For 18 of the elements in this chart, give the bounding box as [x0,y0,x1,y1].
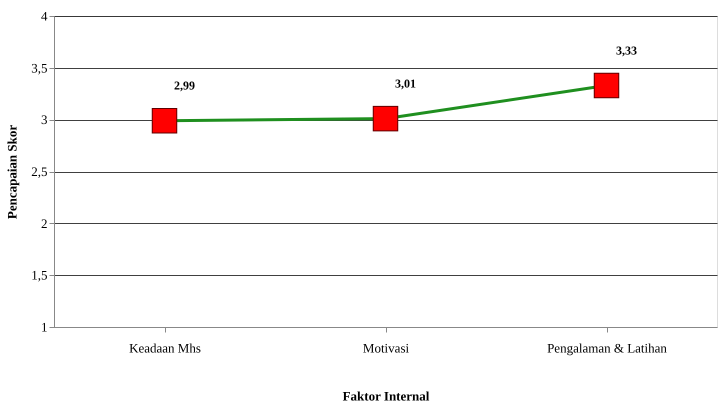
y-tick-label: 4 [41,8,48,24]
y-tick-label: 3,5 [31,60,48,76]
x-tick-label: Motivasi [362,340,410,356]
y-tick-label: 1 [41,320,48,334]
x-axis-title: Faktor Internal [342,388,430,404]
text: 2,99 [174,78,195,93]
x-tick-label: Keadaan Mhs [129,340,201,356]
y-axis-title: Pencapaian Skor [4,124,20,220]
text: 3,01 [395,76,416,91]
text: 3,33 [616,43,637,58]
y-tick-label: 2,5 [31,164,48,179]
y-tick-label: 2 [41,216,48,231]
y-tick-label: 1,5 [31,268,48,283]
point [594,72,620,98]
point [152,108,178,134]
x-tick-label: Pengalaman & Latihan [547,340,668,356]
y-tick-label: 3 [41,112,48,128]
point [372,106,398,132]
